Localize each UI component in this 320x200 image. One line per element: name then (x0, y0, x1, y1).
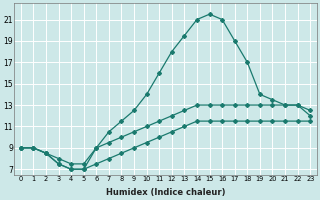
X-axis label: Humidex (Indice chaleur): Humidex (Indice chaleur) (106, 188, 225, 197)
